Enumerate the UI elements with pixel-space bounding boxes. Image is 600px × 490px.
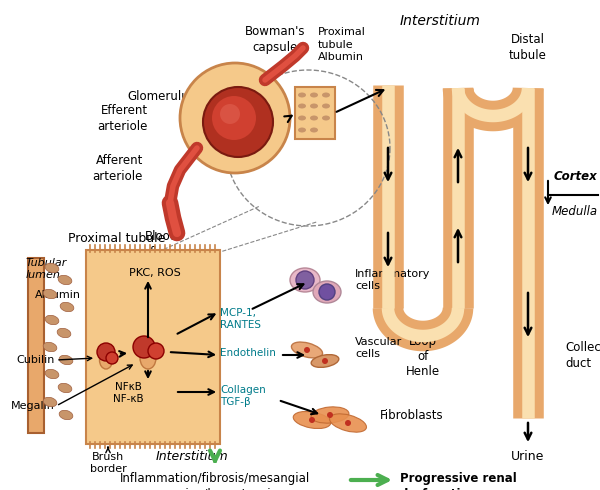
Ellipse shape <box>298 127 306 132</box>
Text: Efferent
arteriole: Efferent arteriole <box>98 103 148 132</box>
Ellipse shape <box>311 407 349 423</box>
Text: Progressive renal
dysfunction: Progressive renal dysfunction <box>400 472 517 490</box>
Text: Vascular
cells: Vascular cells <box>355 337 402 359</box>
Text: Glomerulus: Glomerulus <box>127 90 195 102</box>
Ellipse shape <box>310 103 318 108</box>
Ellipse shape <box>45 369 59 379</box>
Text: Proximal
tubule
Albumin: Proximal tubule Albumin <box>318 27 366 62</box>
Text: Brush
border: Brush border <box>89 452 127 474</box>
Text: Urine: Urine <box>511 450 545 463</box>
Text: Blood
flow: Blood flow <box>145 230 179 259</box>
Circle shape <box>296 271 314 289</box>
Circle shape <box>203 87 273 157</box>
Text: Collagen
TGF-β: Collagen TGF-β <box>220 385 266 407</box>
Ellipse shape <box>298 93 306 98</box>
Text: Fibroblasts: Fibroblasts <box>380 409 443 421</box>
FancyBboxPatch shape <box>295 87 335 139</box>
Circle shape <box>148 343 164 359</box>
Circle shape <box>97 343 115 361</box>
Ellipse shape <box>100 351 113 369</box>
Text: Inflammatory
cells: Inflammatory cells <box>355 269 430 291</box>
Ellipse shape <box>58 383 72 392</box>
Circle shape <box>309 417 315 423</box>
Ellipse shape <box>298 103 306 108</box>
Circle shape <box>106 352 118 364</box>
Text: MCP-1,
RANTES: MCP-1, RANTES <box>220 308 261 330</box>
Circle shape <box>327 412 333 418</box>
Ellipse shape <box>298 116 306 121</box>
Circle shape <box>304 347 310 353</box>
Ellipse shape <box>43 397 57 407</box>
Text: NFκB
NF-κB: NFκB NF-κB <box>113 382 143 404</box>
Circle shape <box>180 63 290 173</box>
Circle shape <box>133 336 155 358</box>
Text: Collecting
duct: Collecting duct <box>565 341 600 369</box>
Ellipse shape <box>45 315 59 325</box>
Ellipse shape <box>310 116 318 121</box>
Text: PKC, ROS: PKC, ROS <box>129 268 181 278</box>
Ellipse shape <box>310 93 318 98</box>
Text: Endothelin: Endothelin <box>220 348 276 358</box>
Text: Medulla: Medulla <box>552 205 598 218</box>
Text: Interstitium: Interstitium <box>400 14 481 28</box>
FancyBboxPatch shape <box>86 250 220 444</box>
Ellipse shape <box>293 412 331 429</box>
Ellipse shape <box>59 410 73 420</box>
Text: Tubular
lumen: Tubular lumen <box>26 258 67 280</box>
Circle shape <box>319 284 335 300</box>
Ellipse shape <box>60 302 74 312</box>
Ellipse shape <box>59 355 73 365</box>
Text: Albumin: Albumin <box>35 290 81 300</box>
Text: Inflammation/fibrosis/mesangial
expansion/hypertension: Inflammation/fibrosis/mesangial expansio… <box>120 472 310 490</box>
Circle shape <box>345 420 351 426</box>
Ellipse shape <box>292 342 323 358</box>
Ellipse shape <box>310 127 318 132</box>
Ellipse shape <box>43 343 57 352</box>
Circle shape <box>322 358 328 364</box>
Text: Cubilin: Cubilin <box>17 355 55 365</box>
Ellipse shape <box>322 93 330 98</box>
Ellipse shape <box>58 275 72 285</box>
Ellipse shape <box>45 263 59 273</box>
Ellipse shape <box>322 116 330 121</box>
Text: Distal
tubule: Distal tubule <box>509 33 547 62</box>
Text: Afferent
arteriole: Afferent arteriole <box>92 153 143 182</box>
Ellipse shape <box>43 289 57 299</box>
Circle shape <box>212 96 256 140</box>
Ellipse shape <box>57 328 71 338</box>
Ellipse shape <box>290 268 320 292</box>
Text: Megalin: Megalin <box>11 401 55 411</box>
Text: Proximal tubule: Proximal tubule <box>68 232 166 245</box>
Ellipse shape <box>313 281 341 303</box>
FancyBboxPatch shape <box>28 258 44 433</box>
Ellipse shape <box>329 414 367 432</box>
Text: Loop
of
Henle: Loop of Henle <box>406 335 440 378</box>
Ellipse shape <box>311 355 339 368</box>
Ellipse shape <box>140 347 156 369</box>
Text: Interstitium: Interstitium <box>155 450 229 463</box>
Text: Cortex: Cortex <box>553 170 597 183</box>
Text: Bowman's
capsule: Bowman's capsule <box>245 25 305 54</box>
Ellipse shape <box>322 103 330 108</box>
Circle shape <box>220 104 240 124</box>
